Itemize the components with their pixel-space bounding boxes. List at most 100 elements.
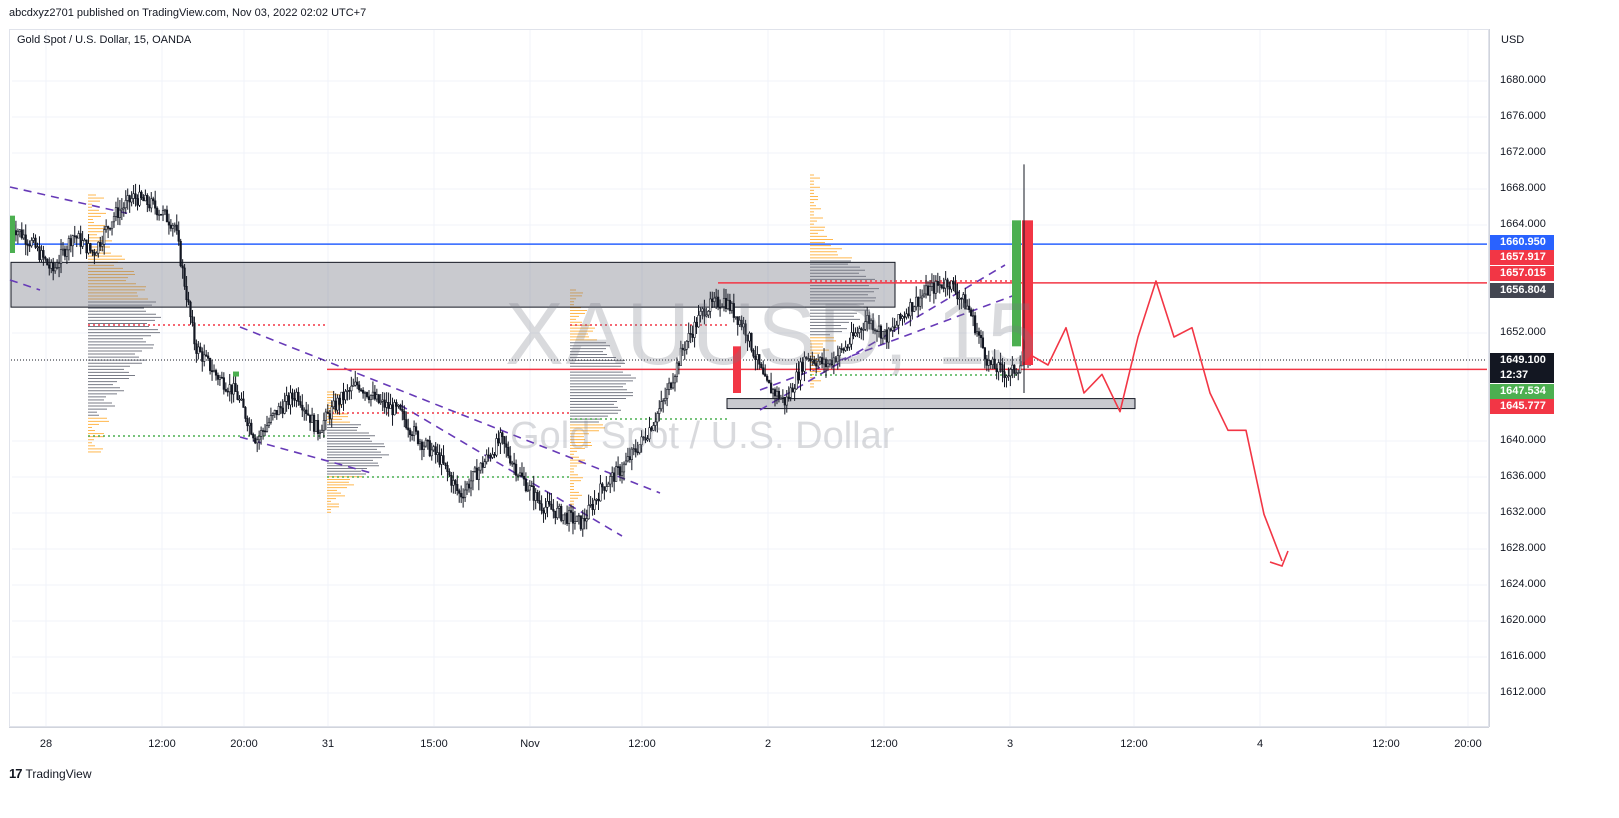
candle-body xyxy=(691,333,694,338)
candle-body xyxy=(163,209,167,212)
candle-body xyxy=(683,348,686,351)
price-tick-label: 1616.000 xyxy=(1500,650,1546,662)
candle-body xyxy=(324,411,327,421)
candle-body xyxy=(942,287,945,289)
candle-body xyxy=(813,359,816,364)
candle-body xyxy=(336,397,339,411)
candle-body xyxy=(399,404,402,410)
candle-body xyxy=(110,221,114,230)
candle-body xyxy=(452,480,455,486)
candle-body xyxy=(603,486,606,491)
candle-body xyxy=(932,282,935,294)
candle-body xyxy=(124,200,127,209)
chart-pane[interactable] xyxy=(9,29,1489,727)
candle-body xyxy=(830,359,833,366)
candle-body xyxy=(297,391,300,402)
candle-body xyxy=(30,240,33,247)
candle-body xyxy=(81,240,84,247)
candle-body xyxy=(630,448,633,460)
candle-body xyxy=(469,480,473,489)
candle-body xyxy=(597,498,600,502)
candle-body xyxy=(687,333,690,342)
candle-body xyxy=(558,505,561,509)
time-tick-label: 12:00 xyxy=(148,738,176,750)
tradingview-brand: TradingView xyxy=(25,766,92,781)
candle-body xyxy=(258,436,261,441)
candle-body xyxy=(144,194,147,202)
candle-body xyxy=(407,427,410,431)
candle-body xyxy=(340,391,343,405)
candle-body xyxy=(177,230,180,242)
candle-body xyxy=(271,413,274,416)
candle-body xyxy=(273,410,276,414)
candle-body xyxy=(57,263,61,268)
candle-body xyxy=(779,397,782,400)
footer-brand[interactable]: 17 TradingView xyxy=(9,766,92,781)
candle-body xyxy=(697,315,700,328)
candle-body xyxy=(495,438,498,456)
candle-body xyxy=(334,400,337,411)
candle-body xyxy=(152,198,155,202)
candle-body xyxy=(897,314,900,326)
candle-body xyxy=(87,243,90,254)
zone-box xyxy=(10,261,896,308)
candle-body xyxy=(520,472,524,477)
candle-body xyxy=(569,510,573,513)
candle-body xyxy=(730,303,733,311)
candle-body xyxy=(513,462,516,465)
candle-body xyxy=(679,347,682,366)
candle-body xyxy=(365,392,369,397)
candle-body xyxy=(238,398,241,401)
candle-body xyxy=(218,376,222,380)
candle-body xyxy=(852,332,855,337)
candle-body xyxy=(944,279,947,289)
candle-body xyxy=(44,256,47,260)
candle-body xyxy=(871,320,875,331)
time-axis[interactable] xyxy=(9,727,1489,757)
candle-body xyxy=(226,390,229,393)
candle-body xyxy=(32,237,35,241)
candle-body xyxy=(148,204,151,209)
candle-body xyxy=(940,284,943,288)
candle-body xyxy=(161,210,165,216)
candle-body xyxy=(573,521,577,524)
candle-body xyxy=(516,475,520,477)
candle-body xyxy=(534,492,537,501)
candle-body xyxy=(793,388,796,393)
candle-body xyxy=(538,500,541,505)
candle-body xyxy=(97,241,100,254)
candle-body xyxy=(24,234,27,245)
candle-body xyxy=(975,331,979,334)
candle-body xyxy=(105,226,108,231)
time-tick-label: 4 xyxy=(1256,738,1264,750)
candle-body xyxy=(203,354,206,362)
candle-body xyxy=(263,430,267,433)
candle-body xyxy=(715,296,718,299)
candle-body xyxy=(173,224,176,227)
candle-body xyxy=(919,297,922,307)
candle-body xyxy=(187,299,190,303)
candle-body xyxy=(465,483,469,491)
candle-body xyxy=(752,349,755,357)
candle-body xyxy=(503,436,506,445)
price-axis[interactable] xyxy=(1489,29,1559,727)
candle-body xyxy=(248,422,251,427)
candle-body xyxy=(322,420,325,431)
candle-body xyxy=(171,225,174,229)
candle-body xyxy=(522,475,526,480)
candle-body xyxy=(946,279,949,287)
candle-body xyxy=(28,244,31,247)
symbol-title[interactable]: Gold Spot / U.S. Dollar, 15, OANDA xyxy=(17,34,192,46)
candle-body xyxy=(669,382,673,389)
candle-body xyxy=(397,404,400,407)
candle-body xyxy=(179,240,182,267)
candle-body xyxy=(985,358,988,366)
price-levels xyxy=(11,243,1487,478)
candle-body xyxy=(493,454,496,456)
candle-body xyxy=(999,362,1002,365)
candle-body xyxy=(212,370,216,373)
candle-body xyxy=(913,306,916,312)
candle-body xyxy=(673,376,677,384)
candle-body xyxy=(640,436,643,446)
candle-body xyxy=(685,341,688,350)
